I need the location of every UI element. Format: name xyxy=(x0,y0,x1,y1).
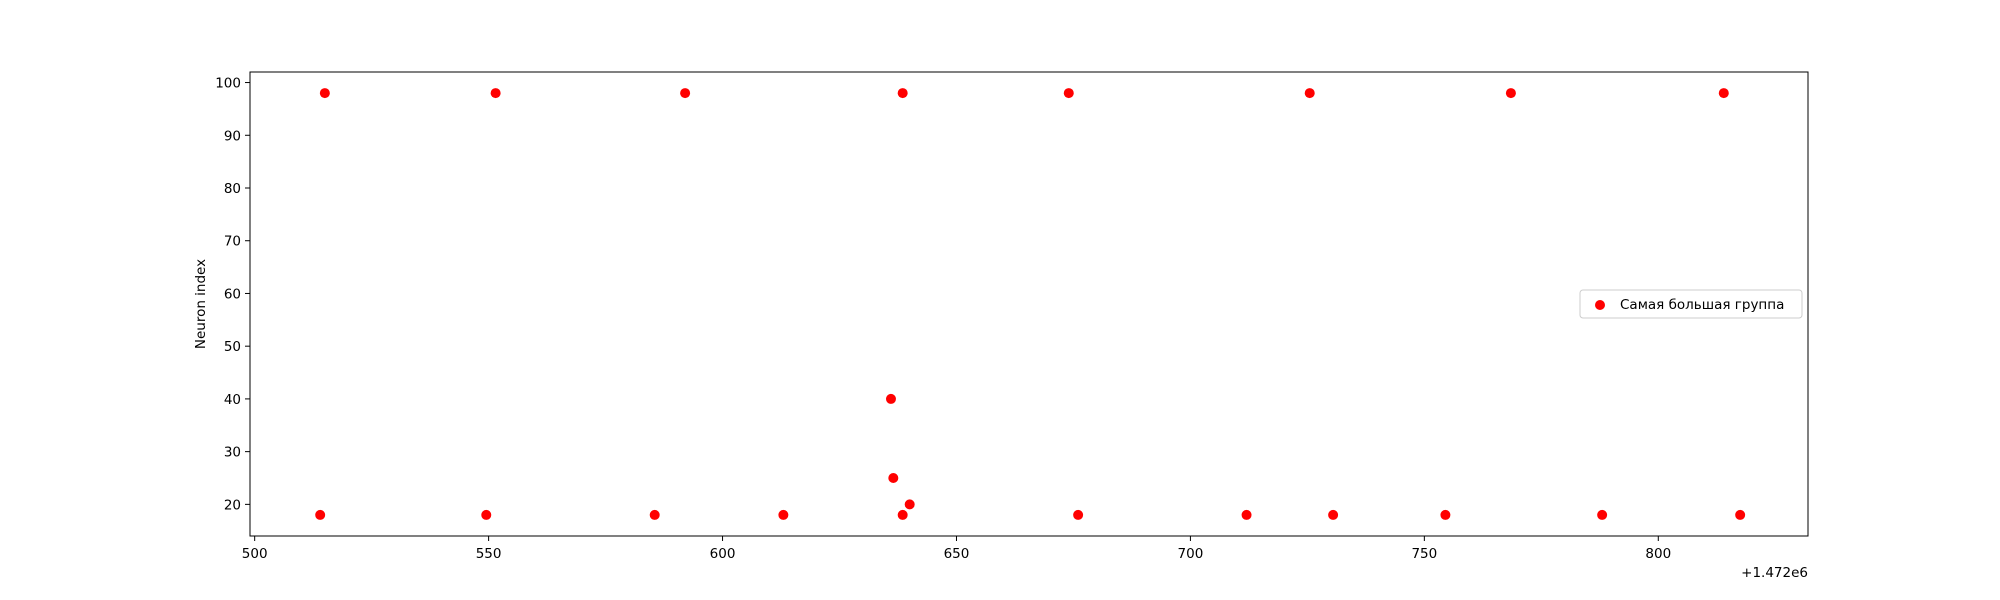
y-tick-label: 30 xyxy=(224,445,241,461)
data-point xyxy=(778,509,789,520)
legend-label: Самая большая группа xyxy=(1620,297,1784,313)
data-point xyxy=(1505,88,1516,99)
x-tick-label: 550 xyxy=(476,546,502,562)
data-point xyxy=(1597,509,1608,520)
data-point xyxy=(897,509,908,520)
data-point xyxy=(1241,509,1252,520)
y-axis-label: Neuron index xyxy=(193,259,209,349)
data-point xyxy=(1328,509,1339,520)
x-axis: 500 550 600 650 700 750 800 xyxy=(242,536,1671,562)
y-tick-label: 70 xyxy=(224,234,241,250)
data-point xyxy=(1304,88,1315,99)
data-point xyxy=(481,509,492,520)
data-point xyxy=(888,473,899,483)
y-axis: 20 30 40 50 60 70 80 90 100 xyxy=(215,76,250,513)
data-points xyxy=(315,88,1746,520)
y-tick-label: 50 xyxy=(224,339,241,355)
x-tick-label: 700 xyxy=(1178,546,1204,562)
x-tick-label: 650 xyxy=(944,546,970,562)
plot-area xyxy=(249,71,1809,537)
y-tick-label: 40 xyxy=(224,392,241,408)
data-point xyxy=(885,393,896,404)
x-tick-label: 500 xyxy=(242,546,268,562)
x-tick-label: 750 xyxy=(1411,546,1437,562)
data-point xyxy=(1718,88,1729,99)
data-point xyxy=(904,499,915,510)
legend-box xyxy=(1579,289,1803,319)
y-tick-label: 100 xyxy=(215,76,241,92)
data-point xyxy=(319,88,330,99)
data-point xyxy=(1073,509,1084,520)
legend-marker xyxy=(1595,300,1605,310)
y-tick-label: 60 xyxy=(224,286,241,302)
x-offset-label: +1.472e6 xyxy=(1741,565,1808,581)
y-tick-label: 80 xyxy=(224,181,241,197)
y-tick-label: 20 xyxy=(224,497,241,513)
y-tick-label: 90 xyxy=(224,128,241,144)
data-point xyxy=(490,88,501,99)
data-point xyxy=(649,509,660,520)
data-point xyxy=(680,88,691,99)
data-point xyxy=(315,509,326,520)
data-point xyxy=(1440,509,1451,520)
x-tick-label: 800 xyxy=(1645,546,1671,562)
x-tick-label: 600 xyxy=(710,546,736,562)
legend: Самая большая группа xyxy=(1579,289,1803,319)
data-point xyxy=(1735,509,1746,520)
data-point xyxy=(1063,88,1074,99)
data-point xyxy=(897,88,908,99)
